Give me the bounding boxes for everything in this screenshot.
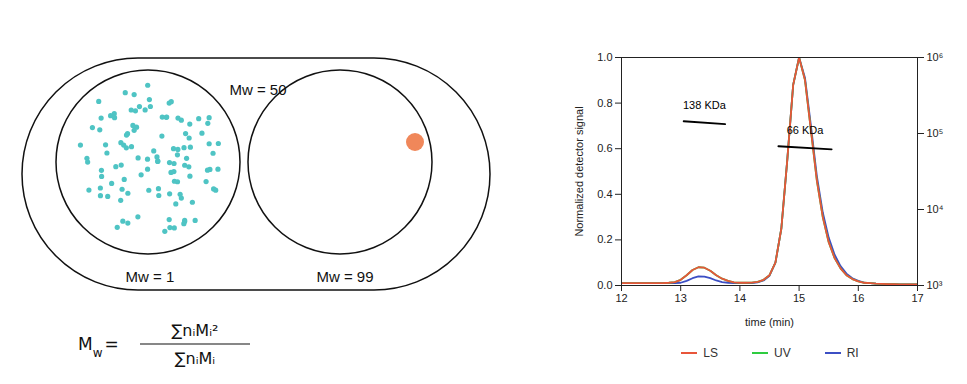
svg-text:∑nᵢMᵢ²: ∑nᵢMᵢ²: [172, 321, 219, 340]
svg-text:Mw = 99: Mw = 99: [316, 268, 373, 285]
svg-text:1.0: 1.0: [597, 51, 612, 63]
svg-text:16: 16: [852, 292, 864, 304]
svg-text:138 KDa: 138 KDa: [683, 99, 727, 111]
svg-text:14: 14: [734, 292, 746, 304]
svg-text:10³: 10³: [927, 279, 943, 291]
svg-text:Normalized detector signal: Normalized detector signal: [573, 106, 585, 236]
svg-text:Mw = 50: Mw = 50: [229, 81, 286, 98]
svg-text:Mw=: Mw=: [78, 334, 119, 360]
svg-text:0.6: 0.6: [597, 142, 612, 154]
svg-text:10⁶: 10⁶: [927, 51, 944, 63]
svg-text:12: 12: [615, 292, 627, 304]
svg-text:10⁵: 10⁵: [927, 127, 944, 139]
svg-text:0.4: 0.4: [597, 188, 612, 200]
svg-text:time (min): time (min): [745, 316, 794, 328]
svg-text:15: 15: [793, 292, 805, 304]
svg-text:66 KDa: 66 KDa: [787, 124, 825, 136]
svg-text:0.8: 0.8: [597, 97, 612, 109]
svg-text:13: 13: [675, 292, 687, 304]
svg-text:0.0: 0.0: [597, 279, 612, 291]
html-text:LS: LS: [703, 346, 718, 360]
svg-text:Mw = 1: Mw = 1: [126, 268, 175, 285]
svg-text:0.2: 0.2: [597, 233, 612, 245]
html-text:RI: RI: [846, 346, 859, 360]
svg-text:10⁴: 10⁴: [927, 203, 944, 215]
html-text:UV: UV: [774, 346, 791, 360]
svg-text:17: 17: [911, 292, 923, 304]
svg-text:∑nᵢMᵢ: ∑nᵢMᵢ: [175, 349, 215, 368]
